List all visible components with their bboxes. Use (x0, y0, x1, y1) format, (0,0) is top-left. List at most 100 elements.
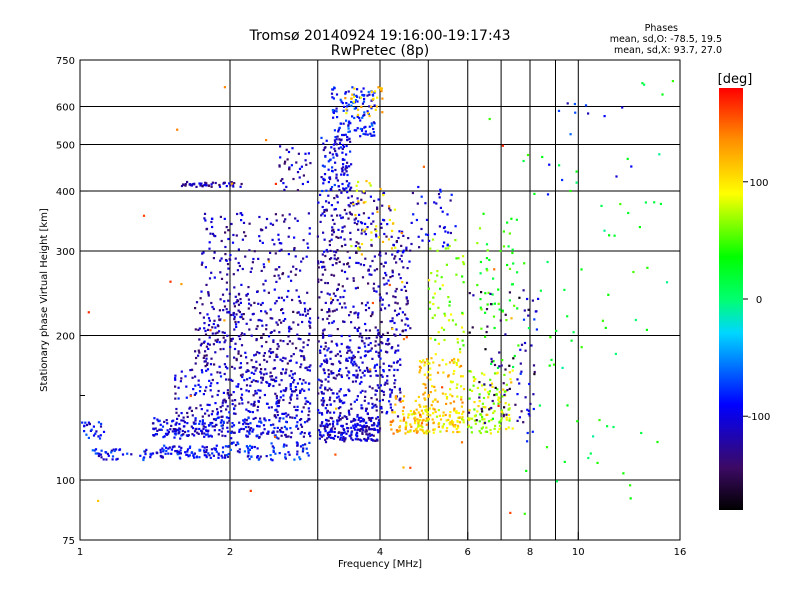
data-point (445, 419, 448, 422)
data-point (366, 226, 369, 229)
data-point (237, 352, 240, 355)
data-point (267, 430, 270, 433)
data-point (302, 239, 305, 242)
data-point (210, 185, 213, 188)
data-point (323, 265, 326, 268)
data-point (247, 307, 250, 310)
data-point (405, 281, 409, 284)
data-point (225, 259, 228, 262)
data-point (287, 413, 290, 416)
data-point (205, 449, 208, 452)
data-point (452, 372, 455, 375)
colorbar-label: [deg] (718, 72, 753, 87)
data-point (260, 310, 263, 313)
data-point (210, 357, 213, 360)
data-point (389, 393, 392, 396)
data-point (272, 449, 275, 452)
data-point (248, 457, 251, 461)
data-point (297, 323, 300, 326)
data-point (340, 374, 343, 377)
data-point (334, 294, 337, 298)
data-point (324, 429, 327, 432)
data-point (223, 300, 226, 303)
data-point (352, 100, 355, 103)
data-point (354, 244, 357, 248)
data-point (375, 350, 378, 353)
data-point (396, 368, 399, 372)
data-point (176, 128, 179, 131)
data-point (276, 347, 279, 350)
data-point (189, 406, 192, 409)
data-point (439, 206, 442, 209)
data-point (270, 378, 273, 381)
data-point (275, 219, 278, 222)
data-point (282, 389, 285, 392)
data-point (329, 416, 332, 419)
data-point (298, 456, 301, 459)
data-point (360, 232, 363, 235)
data-point (239, 334, 243, 337)
data-point (421, 239, 424, 242)
data-point (248, 222, 251, 225)
data-point (192, 388, 195, 391)
data-point (288, 330, 291, 333)
data-point (252, 257, 255, 261)
data-point (437, 423, 440, 426)
data-point (278, 249, 281, 252)
data-point (483, 418, 486, 421)
data-point (247, 390, 250, 393)
data-point (489, 384, 492, 387)
data-point (357, 350, 360, 354)
data-point (442, 423, 445, 426)
data-point (347, 217, 350, 220)
data-point (526, 153, 530, 157)
data-point (444, 413, 447, 417)
data-point (391, 317, 394, 320)
data-point (251, 261, 254, 264)
data-point (205, 228, 208, 231)
data-point (459, 348, 462, 351)
data-point (184, 183, 187, 186)
data-point (269, 375, 272, 378)
data-point (352, 419, 355, 422)
data-point (329, 178, 332, 181)
data-point (287, 150, 291, 154)
data-point (429, 301, 432, 304)
data-point (184, 184, 187, 187)
data-point (462, 281, 465, 284)
data-point (275, 376, 278, 379)
data-point (433, 201, 436, 204)
data-point (182, 425, 185, 428)
data-point (308, 320, 311, 323)
data-point (355, 398, 358, 401)
data-point (363, 97, 366, 101)
data-point (330, 214, 333, 217)
data-point (291, 147, 294, 150)
data-point (321, 266, 324, 269)
data-point (223, 341, 226, 344)
data-point (444, 247, 447, 250)
data-point (263, 417, 266, 420)
data-point (400, 260, 403, 263)
data-point (515, 218, 518, 221)
data-point (211, 452, 214, 455)
data-point (363, 399, 366, 402)
data-point (432, 296, 435, 299)
data-point (184, 430, 187, 434)
data-point (247, 450, 250, 453)
data-point (203, 451, 206, 454)
data-point (260, 336, 263, 339)
data-point (645, 328, 648, 331)
data-point (455, 362, 458, 365)
data-point (508, 291, 511, 294)
data-point (237, 309, 240, 312)
data-point (255, 360, 258, 363)
data-point (404, 289, 408, 292)
data-point (321, 212, 324, 215)
data-point (241, 238, 244, 241)
data-point (486, 391, 489, 394)
data-point (296, 409, 299, 412)
data-point (182, 183, 185, 186)
data-point (333, 427, 336, 430)
data-point (370, 438, 373, 441)
